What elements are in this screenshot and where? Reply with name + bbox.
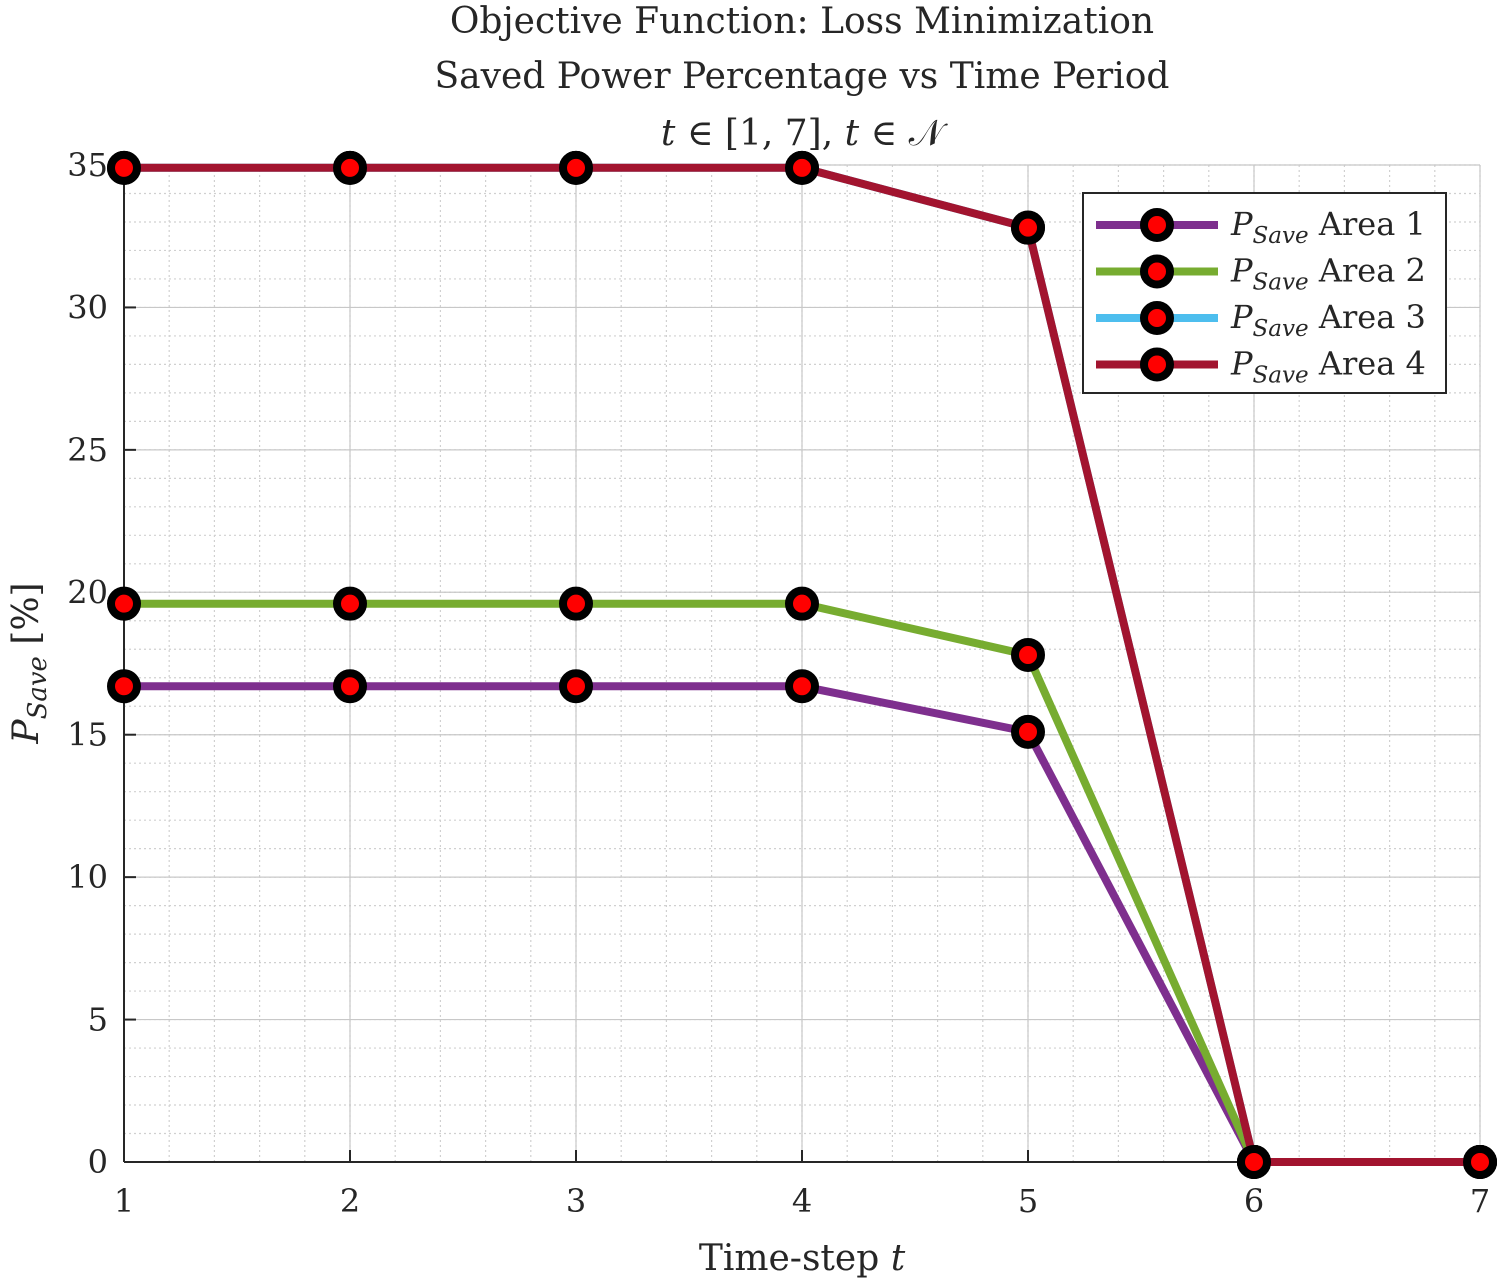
- legend-entry: PSave Area 3: [1096, 298, 1426, 342]
- legend-label: PSave Area 4: [1230, 345, 1426, 389]
- legend-label: PSave Area 1: [1230, 205, 1426, 249]
- grid: [123, 164, 1481, 1163]
- x-tick-label: 1: [114, 1182, 134, 1220]
- y-tick-label: 10: [67, 858, 108, 896]
- y-tick-label: 35: [67, 146, 108, 184]
- legend-label: PSave Area 3: [1230, 298, 1426, 342]
- x-tick-label: 2: [340, 1182, 360, 1220]
- title-line-1: Objective Function: Loss Minimization: [450, 1, 1154, 42]
- data-point: [333, 150, 367, 185]
- y-tick-label: 5: [88, 1001, 108, 1039]
- legend-swatch-marker: [1140, 301, 1174, 335]
- data-point: [559, 586, 593, 621]
- data-point: [785, 669, 819, 704]
- y-tick-label: 25: [67, 431, 108, 469]
- y-tick-label: 20: [67, 573, 108, 611]
- x-tick-label: 6: [1244, 1182, 1264, 1220]
- chart-title: Objective Function: Loss Minimization Sa…: [435, 1, 1170, 154]
- legend-swatch-marker: [1140, 254, 1174, 289]
- data-point: [107, 586, 141, 621]
- y-tick-label: 0: [88, 1143, 108, 1181]
- data-point: [107, 150, 141, 185]
- data-point: [333, 586, 367, 621]
- data-point: [559, 150, 593, 185]
- legend-swatch-marker: [1140, 208, 1174, 242]
- x-tick-label: 4: [792, 1182, 812, 1220]
- legend-label: PSave Area 2: [1230, 252, 1426, 296]
- x-tick-label: 7: [1470, 1182, 1490, 1220]
- series-group: [107, 150, 1497, 1179]
- legend-entry: PSave Area 4: [1096, 345, 1426, 389]
- y-tick-label: 15: [67, 716, 108, 754]
- data-point: [107, 669, 141, 704]
- series-area-4: [107, 150, 1497, 1179]
- x-tick-label: 3: [566, 1182, 586, 1220]
- data-point: [1011, 637, 1045, 672]
- legend-entry: PSave Area 1: [1096, 205, 1426, 249]
- data-point: [333, 669, 367, 704]
- x-tick-label: 5: [1018, 1182, 1038, 1220]
- data-point: [1011, 714, 1045, 749]
- data-point: [559, 669, 593, 704]
- legend-swatch-marker: [1140, 347, 1174, 382]
- data-point: [785, 150, 819, 185]
- data-point: [1011, 210, 1045, 245]
- data-point: [1237, 1145, 1271, 1179]
- title-line-2: Saved Power Percentage vs Time Period: [435, 56, 1170, 97]
- data-point: [785, 586, 819, 621]
- data-point: [1463, 1145, 1497, 1179]
- y-tick-label: 30: [67, 288, 108, 326]
- y-axis-label: PSave [%]: [6, 582, 53, 744]
- x-axis-label: Time-step t: [699, 1238, 906, 1279]
- legend-entry: PSave Area 2: [1096, 252, 1426, 296]
- title-line-3: t ∈ [1, 7], t ∈ 𝒩: [661, 113, 949, 154]
